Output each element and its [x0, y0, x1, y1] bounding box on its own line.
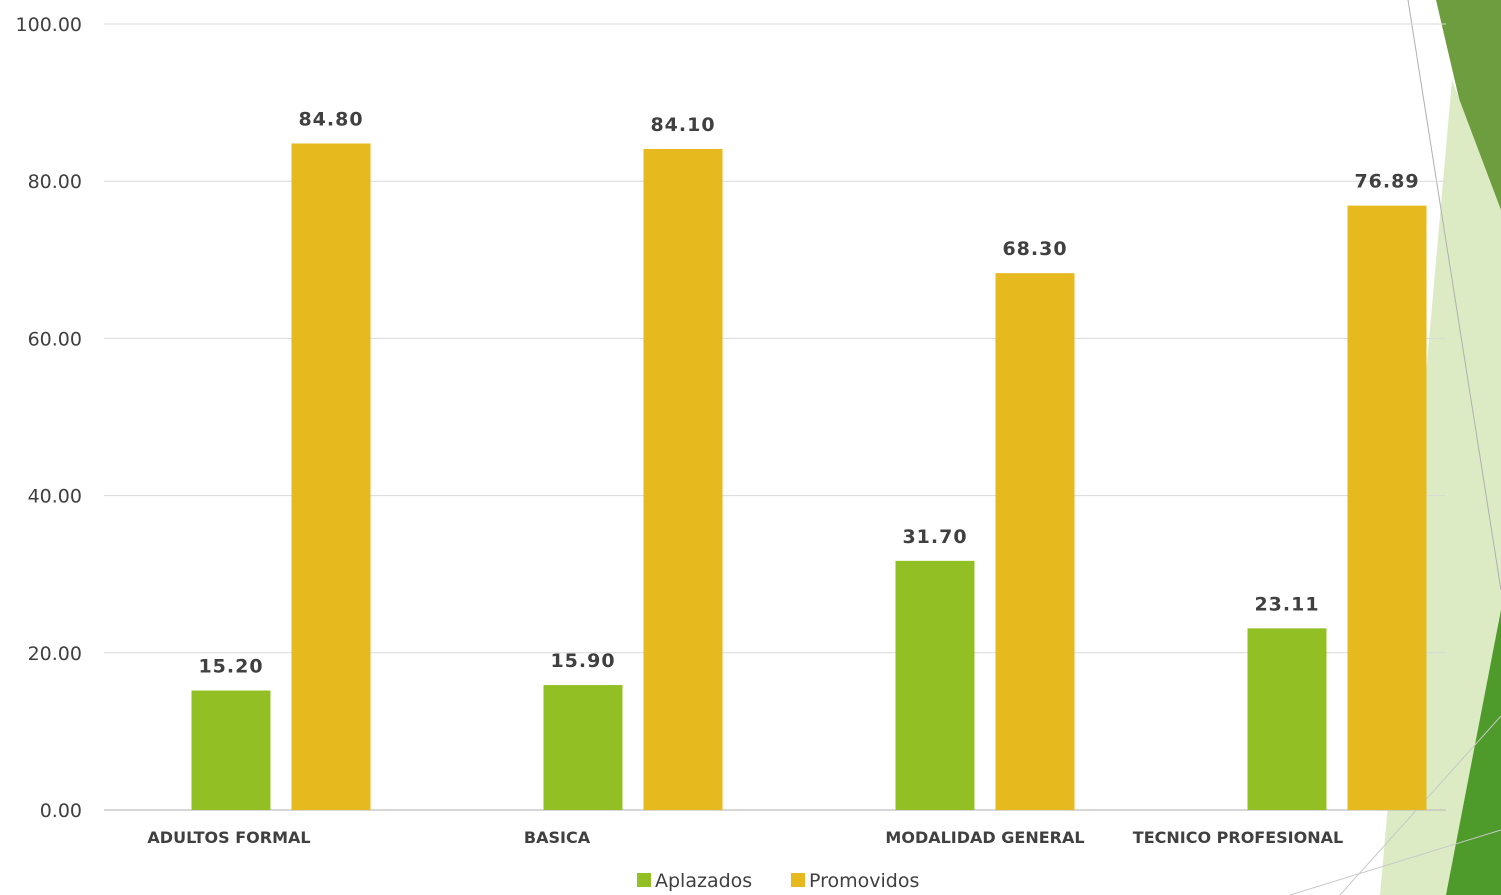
x-category-label: ADULTOS FORMAL: [147, 828, 310, 847]
data-label-aplazados-3: 23.11: [1254, 593, 1319, 615]
x-category-label: TECNICO PROFESIONAL: [1133, 828, 1343, 847]
decor-thin-line-3: [1289, 829, 1501, 895]
data-labels: 15.20 84.80 15.90 84.10 31.70 68.30 23.11 76.89: [198, 108, 1419, 678]
x-axis-categories: ADULTOS FORMAL BASICA MODALIDAD GENERAL TEC…: [147, 828, 1343, 847]
y-tick-label: 100.00: [16, 14, 82, 36]
decor-thin-line-1: [1407, 0, 1501, 591]
y-tick-label: 60.00: [28, 328, 82, 350]
data-label-aplazados-1: 15.90: [550, 650, 615, 672]
decor-medium-green-shape: [1446, 610, 1501, 895]
data-label-aplazados-2: 31.70: [902, 526, 967, 548]
bar-promovidos-0: [291, 143, 371, 811]
bars: [191, 143, 1427, 811]
bar-aplazados-3: [1247, 628, 1327, 810]
data-label-promovidos-0: 84.80: [298, 108, 363, 130]
x-category-label: MODALIDAD GENERAL: [885, 828, 1084, 847]
bar-promovidos-3: [1347, 205, 1427, 810]
legend-swatch-promovidos: [791, 873, 805, 887]
bar-aplazados-1: [543, 685, 623, 810]
bar-aplazados-2: [895, 560, 975, 810]
legend-swatch-aplazados: [637, 873, 651, 887]
y-tick-label: 0.00: [40, 800, 82, 822]
data-label-promovidos-2: 68.30: [1002, 238, 1067, 260]
y-tick-label: 80.00: [28, 171, 82, 193]
bar-promovidos-1: [643, 148, 723, 810]
y-tick-label: 40.00: [28, 486, 82, 508]
data-label-promovidos-1: 84.10: [650, 114, 715, 136]
y-tick-label: 20.00: [28, 643, 82, 665]
legend-label-aplazados: Aplazados: [655, 870, 752, 892]
bar-aplazados-0: [191, 690, 271, 810]
bar-promovidos-2: [995, 273, 1075, 810]
legend: Aplazados Promovidos: [637, 870, 919, 892]
x-category-label: BASICA: [524, 828, 591, 847]
data-label-promovidos-3: 76.89: [1354, 171, 1419, 193]
legend-label-promovidos: Promovidos: [809, 870, 919, 892]
data-label-aplazados-0: 15.20: [198, 656, 263, 678]
y-axis-ticks: 0.00 20.00 40.00 60.00 80.00 100.00: [16, 14, 82, 822]
